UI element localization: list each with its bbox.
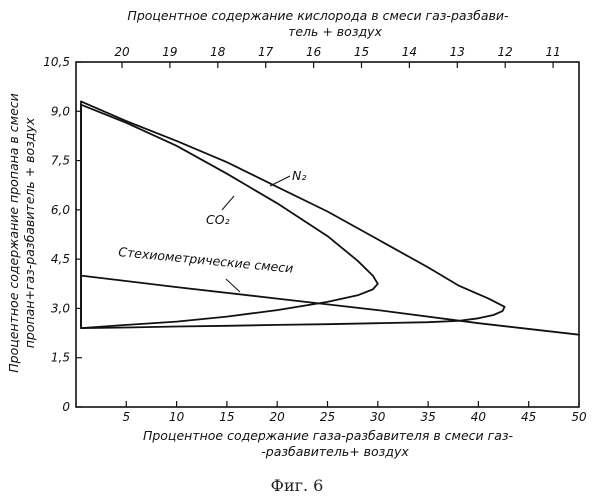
figure-caption: Фиг. 6: [0, 476, 594, 495]
annotation-n2-leader: [270, 176, 290, 186]
y-tick-label: 7,5: [51, 154, 70, 168]
bottom-axis-title-line1: Процентное содержание газа-разбавителя в…: [143, 428, 514, 443]
annotation-co2: CO₂: [206, 212, 230, 227]
annotation-stoichiometric-leader: [226, 279, 240, 292]
x-tick-label: 25: [320, 410, 335, 424]
y-tick-label: 10,5: [43, 55, 70, 69]
series-line-stoichiometric: [81, 276, 579, 335]
top-ticks: 20 19 18 17 16 15 14 13 12 11: [114, 45, 560, 68]
top-tick-label: 15: [354, 45, 369, 59]
top-tick-label: 13: [450, 45, 465, 59]
y-tick-label: 9,0: [51, 104, 70, 118]
y-tick-label: 3,0: [51, 301, 70, 315]
series-line-n2: [81, 101, 505, 328]
top-tick-label: 12: [498, 45, 513, 59]
top-tick-label: 14: [402, 45, 417, 59]
top-tick-label: 11: [545, 45, 560, 59]
bottom-axis-title-line2: -разбавитель+ воздух: [261, 444, 409, 459]
y-tick-label: 0: [62, 400, 70, 414]
bottom-ticks: 5 10 15 20 25 30 35 40 45 50: [122, 401, 587, 424]
y-axis-title-line1: Процентное содержание пропана в смеси: [6, 93, 21, 373]
x-tick-label: 35: [420, 410, 435, 424]
top-tick-label: 16: [306, 45, 322, 59]
x-tick-label: 15: [219, 410, 234, 424]
top-tick-label: 20: [114, 45, 130, 59]
x-tick-label: 20: [270, 410, 286, 424]
x-tick-label: 45: [521, 410, 536, 424]
x-tick-label: 5: [122, 410, 130, 424]
top-tick-label: 18: [210, 45, 226, 59]
top-tick-label: 17: [258, 45, 274, 59]
x-tick-label: 10: [169, 410, 185, 424]
y-tick-label: 6,0: [51, 203, 70, 217]
y-tick-label: 4,5: [51, 252, 70, 266]
x-tick-label: 40: [471, 410, 487, 424]
annotation-stoichiometric: Стехиометрические смеси: [118, 244, 294, 276]
plot-frame: [76, 62, 579, 407]
x-tick-label: 30: [370, 410, 386, 424]
y-axis-title-line2: пропан+газ-разбавитель + воздух: [22, 117, 37, 348]
x-tick-label: 50: [571, 410, 587, 424]
annotation-co2-leader: [222, 196, 234, 210]
y-tick-label: 1,5: [51, 351, 70, 365]
series-group: [81, 101, 579, 334]
top-axis-title-line2: тель + воздух: [288, 24, 382, 39]
top-tick-label: 19: [162, 45, 177, 59]
annotation-n2: N₂: [292, 168, 306, 183]
chart: Процентное содержание кислорода в смеси …: [0, 0, 594, 480]
top-axis-title-line1: Процентное содержание кислорода в смеси …: [127, 8, 509, 23]
